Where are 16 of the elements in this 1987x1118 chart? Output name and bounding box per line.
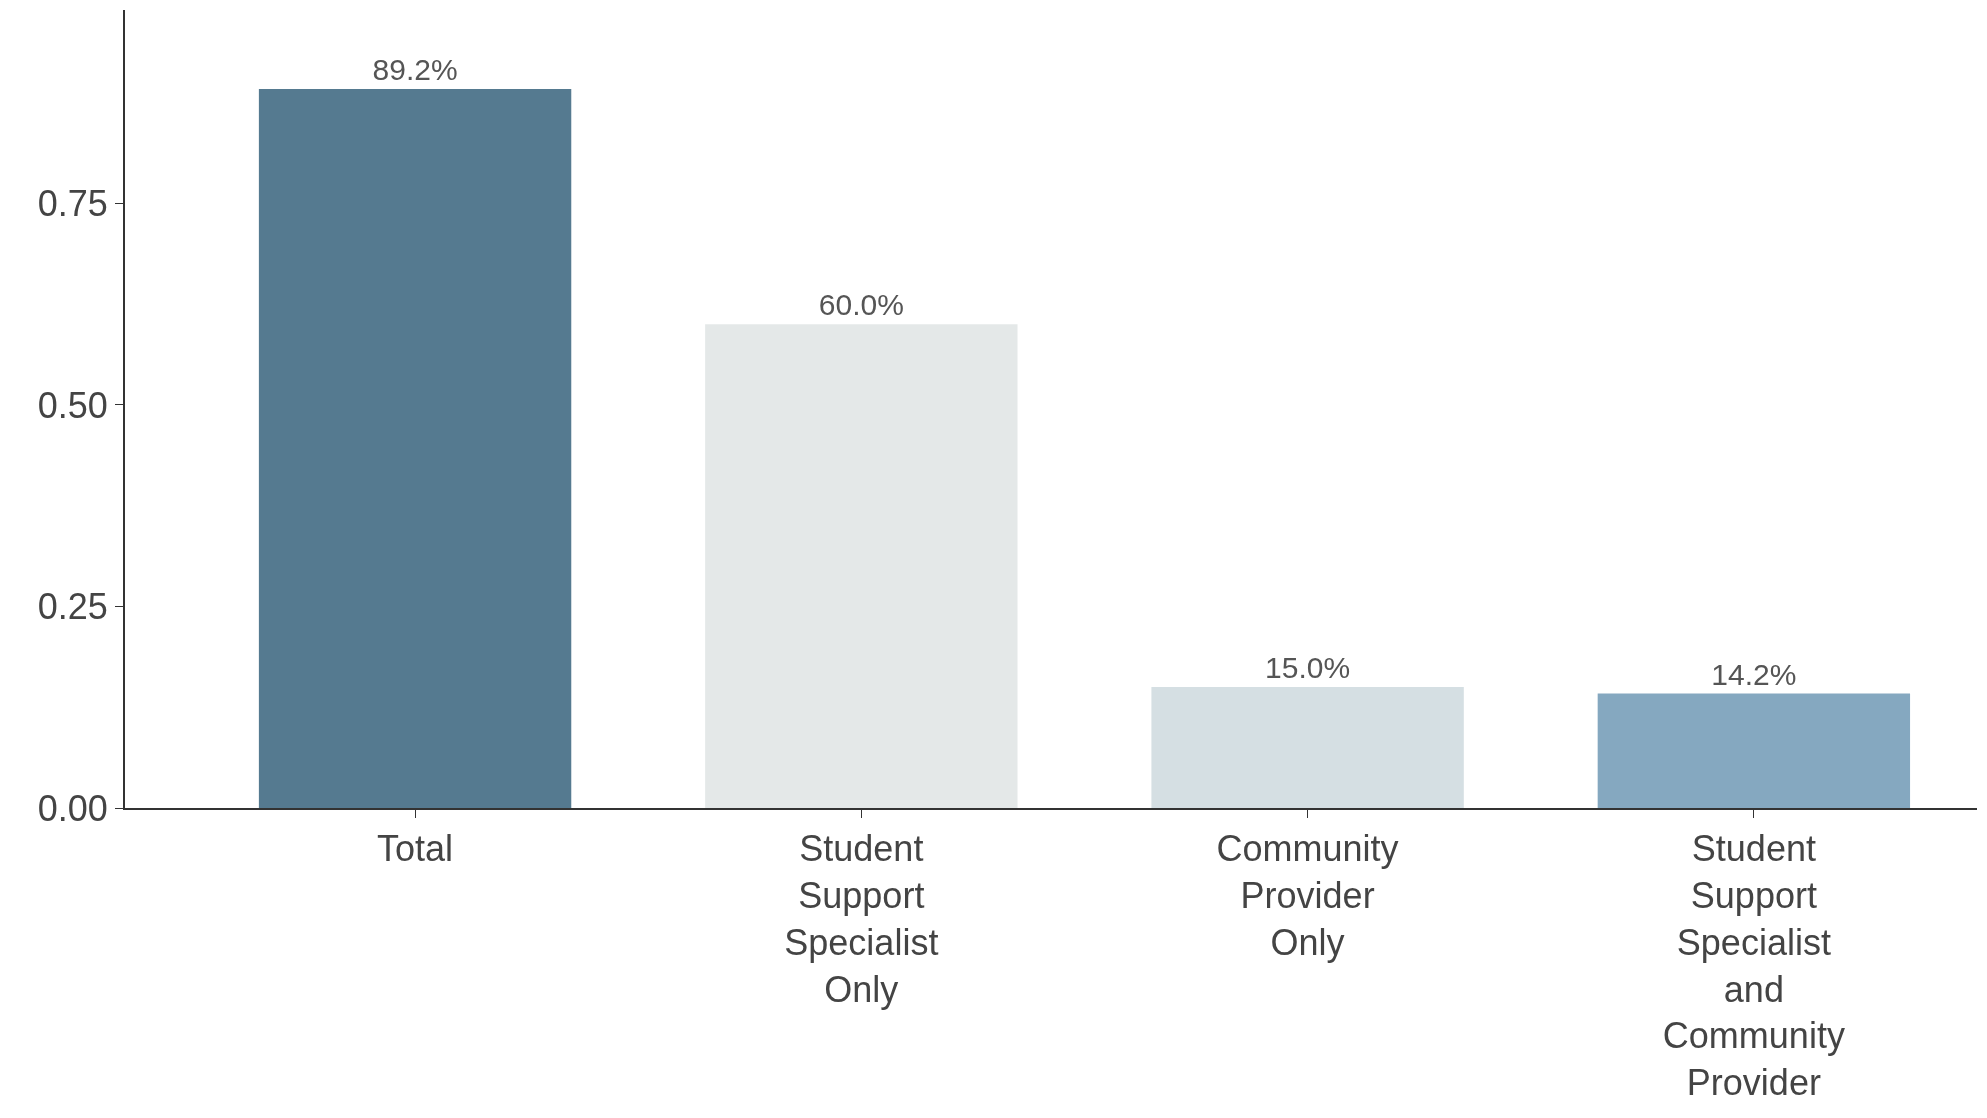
- bar: [1597, 693, 1911, 808]
- bar: [258, 88, 572, 808]
- data-label: 14.2%: [1711, 657, 1797, 691]
- y-tick-label: 0.00: [37, 787, 108, 829]
- bar: [705, 324, 1018, 808]
- data-label: 15.0%: [1265, 651, 1351, 685]
- x-tick-label: Community Provider Only: [1216, 828, 1399, 963]
- x-tick-label: Student Support Specialist Only: [784, 828, 939, 1010]
- data-label: 60.0%: [818, 288, 904, 322]
- bar: [1151, 687, 1464, 808]
- y-tick-label: 0.25: [37, 586, 108, 628]
- y-tick-label: 0.75: [37, 183, 108, 225]
- x-tick-label: Student Support Specialist and Community Provider: [1662, 828, 1845, 1104]
- data-label: 89.2%: [372, 52, 458, 86]
- y-tick-label: 0.50: [37, 384, 108, 426]
- x-tick-label: Total: [377, 828, 454, 870]
